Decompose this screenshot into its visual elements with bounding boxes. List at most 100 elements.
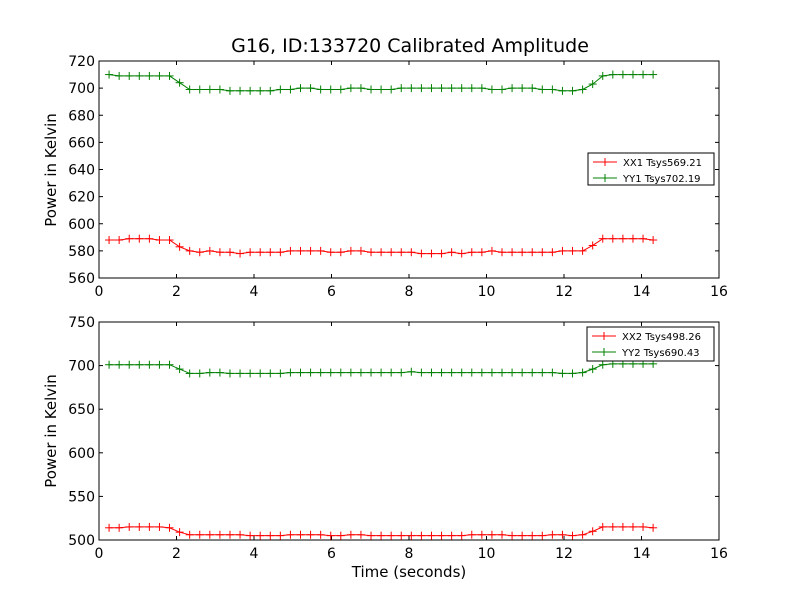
top-series-green-point <box>588 80 597 89</box>
bottom-series-green-point <box>276 369 285 378</box>
top-series-red-point <box>195 248 204 257</box>
bottom-series-green-point <box>185 369 194 378</box>
top-series-red-point <box>236 249 245 258</box>
top-y-tick-label: 640 <box>68 163 95 179</box>
bottom-legend-label: YY2 Tsys690.43 <box>621 348 700 359</box>
bottom-series-green-point <box>346 368 355 377</box>
bottom-series-green-point <box>286 368 295 377</box>
top-series-red-point <box>115 236 124 245</box>
top-series-green-point <box>437 84 446 93</box>
bottom-series-green-point <box>356 368 365 377</box>
top-legend-box <box>587 152 715 186</box>
bottom-series-red-point <box>286 530 295 539</box>
top-series-green-point <box>205 85 214 94</box>
top-series-green-point <box>367 85 376 94</box>
bottom-series-green-point <box>246 369 255 378</box>
top-series-green-point <box>457 84 466 93</box>
bottom-series-red-point <box>276 531 285 540</box>
top-series-red-point <box>246 248 255 257</box>
bottom-x-tick-label: 2 <box>172 546 181 562</box>
top-y-tick-label: 660 <box>68 135 95 151</box>
top-series-red-point <box>336 248 345 257</box>
top-series-red-point <box>639 234 648 243</box>
top-series-green-point <box>427 84 436 93</box>
bottom-series-red-point <box>205 530 214 539</box>
bottom-series-red-point <box>105 523 114 532</box>
bottom-series-green-point <box>367 368 376 377</box>
top-legend-label: XX1 Tsys569.21 <box>623 158 702 169</box>
top-series-green-point <box>175 78 184 87</box>
bottom-series-green-point <box>518 368 527 377</box>
bottom-xlabel: Time (seconds) <box>351 563 467 581</box>
bottom-x-tick-label: 14 <box>633 546 651 562</box>
bottom-series-green-point <box>457 368 466 377</box>
bottom-x-tick-label: 12 <box>555 546 573 562</box>
top-series-green-point <box>649 70 658 79</box>
bottom-series-green-point <box>437 368 446 377</box>
bottom-series-red-point <box>498 530 506 539</box>
bottom-legend-item: XX2 Tsys498.26 <box>592 332 701 343</box>
top-plot-panel: Power in Kelvin 0 2 4 6 8 10 12 14 16 560 580 600 62… <box>42 54 728 300</box>
bottom-series-red-point <box>326 531 335 540</box>
bottom-series-green-point <box>558 369 567 378</box>
top-series-green-point <box>336 85 345 94</box>
top-series-red-point <box>356 246 365 255</box>
bottom-series-green-point <box>326 368 335 377</box>
bottom-series-red-point <box>538 531 547 540</box>
bottom-series-green-point <box>397 368 406 377</box>
bottom-series-red-point <box>266 531 275 540</box>
bottom-series-green-point <box>195 369 204 378</box>
top-series-green-point <box>236 86 245 95</box>
top-legend-label: YY1 Tsys702.19 <box>622 174 701 185</box>
top-series-red-point <box>276 248 285 257</box>
bottom-legend-item: YY2 Tsys690.43 <box>592 348 700 359</box>
top-series-red-point <box>628 234 637 243</box>
top-series-red-point <box>578 246 587 255</box>
bottom-series-green-point <box>135 360 144 369</box>
bottom-series-red-point <box>548 530 557 539</box>
top-y-tick-label: 580 <box>68 244 95 260</box>
bottom-series-green-point <box>236 369 245 378</box>
top-y-tick-label: 560 <box>68 271 95 287</box>
bottom-series-red-point <box>477 530 486 539</box>
bottom-y-tick-label: 500 <box>68 533 95 549</box>
bottom-series-green-point <box>498 368 506 377</box>
top-series-red-point <box>608 234 617 243</box>
top-series-red-point <box>225 248 234 257</box>
bottom-series-green-point <box>266 369 275 378</box>
bottom-series-red-point <box>598 522 607 531</box>
top-legend-item: XX1 Tsys569.21 <box>593 158 702 169</box>
top-series-red-point <box>498 248 506 257</box>
bottom-series-green-point <box>165 360 174 369</box>
top-y-tick-label: 600 <box>68 217 95 233</box>
bottom-x-tick-label: 4 <box>250 546 259 562</box>
bottom-series-green-point <box>578 368 587 377</box>
bottom-plot-panel: Power in Kelvin Time (seconds) 0 2 4 6 8 10 12… <box>42 315 728 581</box>
bottom-series-red-point <box>639 522 648 531</box>
bottom-series-red-point <box>417 531 426 540</box>
bottom-series-red-point <box>215 530 224 539</box>
bottom-series-green-point <box>215 368 224 377</box>
top-series-green-point <box>155 71 164 80</box>
bottom-series-red-point <box>608 522 617 531</box>
bottom-x-tick-label: 6 <box>327 546 336 562</box>
top-series-green-point <box>538 85 547 94</box>
bottom-x-tick-label: 16 <box>710 546 728 562</box>
bottom-series-red-point <box>256 531 265 540</box>
bottom-series-green-point <box>588 365 597 374</box>
bottom-series-green-point <box>306 368 315 377</box>
bottom-series-green-point <box>407 367 416 376</box>
top-series-red-point <box>528 248 537 257</box>
top-series-green-point <box>608 70 617 79</box>
bottom-series-red-point <box>427 531 436 540</box>
top-series-red-point <box>508 248 517 257</box>
bottom-series-green-point <box>125 360 134 369</box>
bottom-series-red-point <box>618 522 627 531</box>
top-series-green-point <box>306 84 315 93</box>
top-series-green-point <box>397 84 406 93</box>
bottom-series-green-point <box>316 368 325 377</box>
top-series-red-point <box>558 246 567 255</box>
top-series-green-point <box>598 71 607 80</box>
bottom-series-green-point <box>427 368 436 377</box>
